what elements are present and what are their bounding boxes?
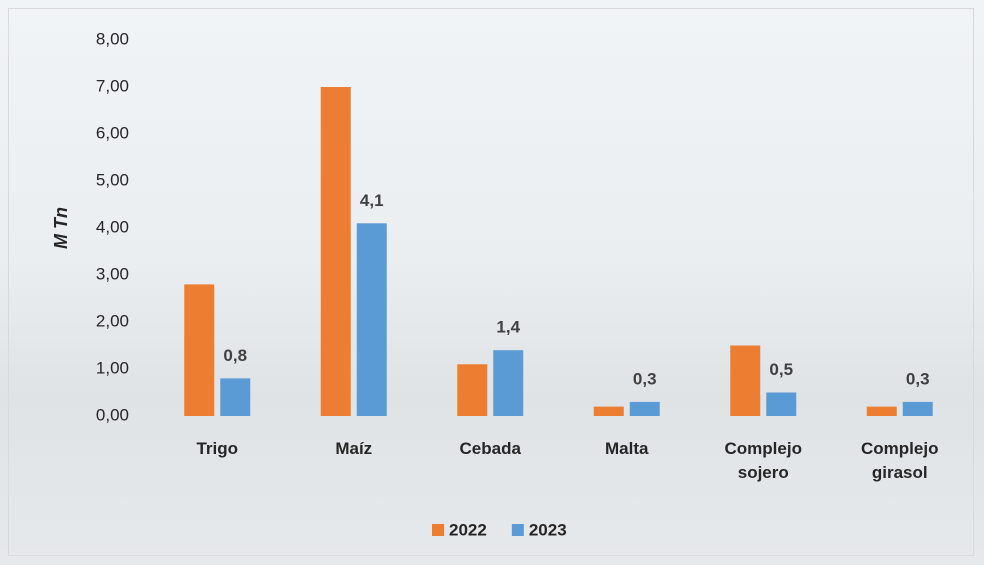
bar bbox=[220, 378, 251, 416]
value-label: 0,3 bbox=[633, 369, 657, 388]
x-tick-label: Malta bbox=[605, 439, 649, 458]
y-tick-label: 1,00 bbox=[96, 358, 129, 377]
y-tick-label: 3,00 bbox=[96, 264, 129, 283]
bar bbox=[902, 401, 933, 416]
y-tick-label: 6,00 bbox=[96, 123, 129, 142]
x-tick-label: Trigo bbox=[196, 439, 239, 458]
bar bbox=[866, 406, 897, 416]
x-tick-label: Maíz bbox=[335, 439, 373, 458]
y-tick-label: 8,00 bbox=[96, 29, 129, 48]
bar bbox=[629, 401, 660, 416]
frame bbox=[8, 8, 974, 556]
y-axis-label: M Tn bbox=[51, 207, 71, 249]
y-tick-label: 0,00 bbox=[96, 405, 129, 424]
value-label: 0,3 bbox=[906, 369, 930, 388]
y-tick-label: 4,00 bbox=[96, 217, 129, 236]
bar bbox=[493, 350, 524, 416]
y-tick-label: 7,00 bbox=[96, 76, 129, 95]
legend-swatch bbox=[432, 524, 444, 536]
bar bbox=[356, 223, 387, 416]
x-tick-label: Complejo girasol bbox=[861, 439, 939, 482]
bar bbox=[184, 284, 215, 416]
x-tick-label: Complejo sojero bbox=[724, 439, 802, 482]
legend-swatch bbox=[511, 524, 524, 536]
value-label: 1,4 bbox=[496, 318, 520, 337]
bar bbox=[593, 406, 624, 416]
bar bbox=[766, 392, 797, 416]
y-tick-label: 5,00 bbox=[96, 170, 129, 189]
value-label: 0,8 bbox=[223, 346, 247, 365]
bar bbox=[457, 364, 488, 416]
legend-label: 2023 bbox=[529, 520, 567, 539]
x-tick-label: Cebada bbox=[459, 439, 521, 458]
bar bbox=[320, 87, 351, 416]
value-label: 4,1 bbox=[360, 191, 384, 210]
legend-label: 2022 bbox=[449, 520, 487, 539]
value-label: 0,5 bbox=[769, 360, 793, 379]
bar bbox=[730, 345, 761, 416]
y-tick-label: 2,00 bbox=[96, 311, 129, 330]
